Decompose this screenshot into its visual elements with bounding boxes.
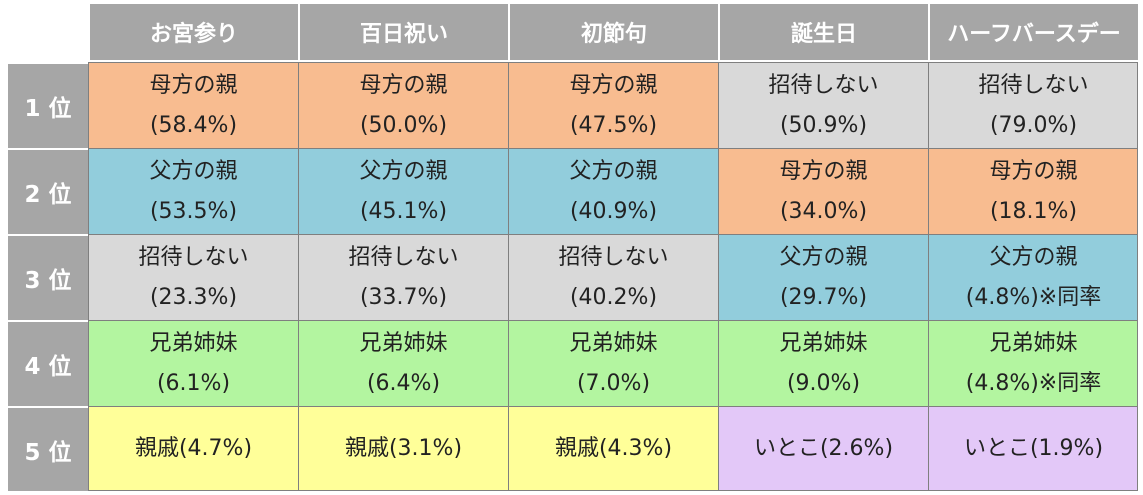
cell-percent: (7.0%) bbox=[576, 370, 651, 396]
cell-percent: (33.7%) bbox=[359, 284, 448, 310]
cell-percent: (6.4%) bbox=[366, 370, 441, 396]
table-cell: 父方の親 (4.8%)※同率 bbox=[928, 234, 1138, 320]
cell-name: 兄弟姉妹 bbox=[569, 330, 658, 356]
cell-percent: (18.1%) bbox=[989, 198, 1078, 224]
cell-name: 親戚(4.7%) bbox=[134, 436, 253, 461]
cell-name: 父方の親 bbox=[359, 158, 448, 184]
cell-percent: (53.5%) bbox=[149, 198, 238, 224]
corner-cell bbox=[0, 0, 90, 62]
table-cell: 母方の親 (50.0%) bbox=[298, 62, 508, 148]
table-cell: 母方の親 (58.4%) bbox=[88, 62, 298, 148]
table-cell: 招待しない (33.7%) bbox=[298, 234, 508, 320]
table-cell: 父方の親 (29.7%) bbox=[718, 234, 928, 320]
column-header: 百日祝い bbox=[298, 4, 508, 60]
cell-percent: (23.3%) bbox=[149, 284, 238, 310]
cell-percent: (34.0%) bbox=[779, 198, 868, 224]
cell-name: 母方の親 bbox=[359, 72, 448, 98]
cell-name: 招待しない bbox=[768, 72, 879, 98]
table-cell: いとこ(2.6%) bbox=[718, 406, 928, 491]
cell-name: 母方の親 bbox=[569, 72, 658, 98]
cell-name: 父方の親 bbox=[989, 244, 1078, 270]
table-cell: 親戚(4.7%) bbox=[88, 406, 298, 491]
table-cell: 父方の親 (45.1%) bbox=[298, 148, 508, 234]
cell-name: 母方の親 bbox=[989, 158, 1078, 184]
cell-name: 兄弟姉妹 bbox=[989, 330, 1078, 356]
table-cell: 兄弟姉妹 (6.1%) bbox=[88, 320, 298, 406]
cell-name: いとこ(2.6%) bbox=[753, 436, 894, 461]
cell-name: 父方の親 bbox=[149, 158, 238, 184]
cell-name: 父方の親 bbox=[569, 158, 658, 184]
column-header: お宮参り bbox=[88, 4, 298, 60]
table-cell: 招待しない (50.9%) bbox=[718, 62, 928, 148]
column-header: 初節句 bbox=[508, 4, 718, 60]
cell-percent: (4.8%)※同率 bbox=[965, 284, 1102, 310]
cell-name: 親戚(3.1%) bbox=[344, 436, 463, 461]
cell-name: 招待しない bbox=[348, 244, 459, 270]
table-cell: 父方の親 (40.9%) bbox=[508, 148, 718, 234]
column-header: 誕生日 bbox=[718, 4, 928, 60]
cell-percent: (45.1%) bbox=[359, 198, 448, 224]
table-cell: 父方の親 (53.5%) bbox=[88, 148, 298, 234]
table-cell: いとこ(1.9%) bbox=[928, 406, 1138, 491]
cell-name: 母方の親 bbox=[149, 72, 238, 98]
rank-label: 5 位 bbox=[8, 406, 88, 491]
table-cell: 招待しない (40.2%) bbox=[508, 234, 718, 320]
cell-name: 兄弟姉妹 bbox=[359, 330, 448, 356]
table-cell: 母方の親 (47.5%) bbox=[508, 62, 718, 148]
cell-name: 兄弟姉妹 bbox=[779, 330, 868, 356]
cell-name: 親戚(4.3%) bbox=[554, 436, 673, 461]
cell-name: 兄弟姉妹 bbox=[149, 330, 238, 356]
table-cell: 母方の親 (34.0%) bbox=[718, 148, 928, 234]
cell-percent: (58.4%) bbox=[149, 112, 238, 138]
table-cell: 兄弟姉妹 (6.4%) bbox=[298, 320, 508, 406]
cell-percent: (40.2%) bbox=[569, 284, 658, 310]
table-cell: 兄弟姉妹 (9.0%) bbox=[718, 320, 928, 406]
cell-name: いとこ(1.9%) bbox=[963, 436, 1104, 461]
rank-label: 2 位 bbox=[8, 148, 88, 234]
cell-percent: (4.8%)※同率 bbox=[965, 370, 1102, 396]
cell-percent: (40.9%) bbox=[569, 198, 658, 224]
table-cell: 親戚(4.3%) bbox=[508, 406, 718, 491]
cell-percent: (6.1%) bbox=[156, 370, 231, 396]
cell-name: 母方の親 bbox=[779, 158, 868, 184]
table-cell: 兄弟姉妹 (7.0%) bbox=[508, 320, 718, 406]
table-cell: 招待しない (79.0%) bbox=[928, 62, 1138, 148]
table-cell: 親戚(3.1%) bbox=[298, 406, 508, 491]
cell-percent: (47.5%) bbox=[569, 112, 658, 138]
table-cell: 母方の親 (18.1%) bbox=[928, 148, 1138, 234]
rank-label: 1 位 bbox=[8, 62, 88, 148]
column-header: ハーフバースデー bbox=[928, 4, 1138, 60]
rank-label: 3 位 bbox=[8, 234, 88, 320]
cell-percent: (79.0%) bbox=[989, 112, 1078, 138]
table-cell: 兄弟姉妹 (4.8%)※同率 bbox=[928, 320, 1138, 406]
cell-name: 父方の親 bbox=[779, 244, 868, 270]
cell-percent: (29.7%) bbox=[779, 284, 868, 310]
cell-percent: (9.0%) bbox=[786, 370, 861, 396]
rank-label: 4 位 bbox=[8, 320, 88, 406]
cell-name: 招待しない bbox=[558, 244, 669, 270]
table-cell: 招待しない (23.3%) bbox=[88, 234, 298, 320]
cell-percent: (50.9%) bbox=[779, 112, 868, 138]
cell-name: 招待しない bbox=[138, 244, 249, 270]
cell-percent: (50.0%) bbox=[359, 112, 448, 138]
cell-name: 招待しない bbox=[978, 72, 1089, 98]
